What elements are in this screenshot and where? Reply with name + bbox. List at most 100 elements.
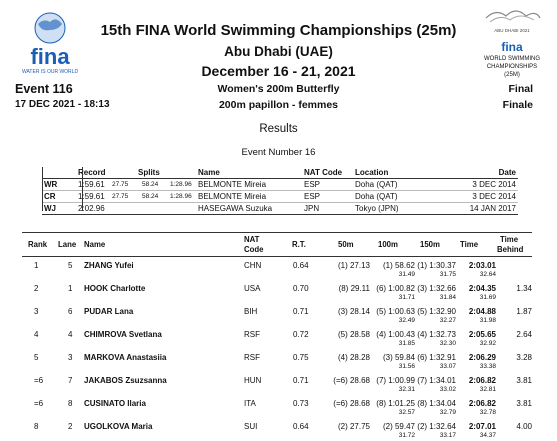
result-lane: 6 <box>68 307 73 316</box>
result-lane: 8 <box>68 399 73 408</box>
fina-tagline: WATER IS OUR WORLD <box>21 69 79 75</box>
result-lap-100: 32.31 <box>398 386 415 393</box>
logo-line-2: WORLD SWIMMING <box>484 56 540 62</box>
result-lap-200: 32.92 <box>479 340 496 347</box>
result-lap-100: 31.71 <box>398 294 415 301</box>
result-lap-150: 31.84 <box>439 294 456 301</box>
result-row: =6 8 CUSINATO Ilaria ITA 0.73 (=6) 28.68 (8) 1… <box>22 395 532 418</box>
result-lap-150: 33.07 <box>439 363 456 370</box>
result-split-50: (8) 29.11 <box>338 284 370 293</box>
event-name-en: Women's 200m Butterfly <box>217 83 340 95</box>
result-nat: HUN <box>244 376 262 385</box>
result-lap-200: 32.64 <box>479 271 496 278</box>
record-split-3: 1:28.96 <box>170 181 192 188</box>
result-split-50: (4) 28.28 <box>337 353 370 362</box>
result-row: 2 1 HOOK Charlotte USA 0.70 (8) 29.11 (6) 1:00… <box>22 280 532 303</box>
col-code: Code <box>244 245 264 254</box>
result-split-50: (2) 27.75 <box>337 422 370 431</box>
result-lap-200: 31.98 <box>479 317 496 324</box>
result-split-100: (2) 59.47 <box>382 422 415 431</box>
col-150m: 150m <box>420 240 440 249</box>
records-divider <box>82 167 83 211</box>
result-time: 2:03.01 <box>468 261 496 270</box>
record-row: WR 1:59.61 27.75 58.24 1:28.96 BELMONTE … <box>42 179 518 191</box>
result-rank: =6 <box>34 399 44 408</box>
result-nat: ITA <box>244 399 256 408</box>
result-nat: BIH <box>244 307 258 316</box>
record-name: BELMONTE Mireia <box>198 180 267 189</box>
records-table: Record Splits Name NAT Code Location Dat… <box>42 167 518 215</box>
result-rt: 0.64 <box>293 261 309 270</box>
result-rt: 0.71 <box>293 307 309 316</box>
championship-dates: December 16 - 21, 2021 <box>201 63 356 79</box>
result-row: 3 6 PUDAR Lana BIH 0.71 (3) 28.14 (5) 1:00.63(… <box>22 303 532 326</box>
result-name: MARKOVA Anastasiia <box>84 353 167 362</box>
result-rt: 0.71 <box>293 376 309 385</box>
col-name: Name <box>84 240 106 249</box>
record-time: 1:59.61 <box>78 180 105 189</box>
record-type: CR <box>44 192 56 201</box>
records-col-name: Name <box>198 168 220 177</box>
result-nat: RSF <box>244 330 260 339</box>
result-lap-150: 32.79 <box>439 409 456 416</box>
result-lap-200: 33.38 <box>479 363 496 370</box>
record-name: BELMONTE Mireia <box>198 192 267 201</box>
logo-line-3: CHAMPIONSHIPS <box>486 64 538 70</box>
result-split-50: (3) 28.14 <box>337 307 370 316</box>
result-split-150: (5) 1:32.90 <box>417 307 456 316</box>
result-split-100: (8) 1:01.25 <box>376 399 415 408</box>
result-rank: 5 <box>34 353 39 362</box>
record-row: CR 1:59.61 27.75 58.24 1:28.96 BELMONTE … <box>42 191 518 203</box>
result-time: 2:06.82 <box>468 399 496 408</box>
result-rt: 0.73 <box>293 399 309 408</box>
championship-location: Abu Dhabi (UAE) <box>224 44 333 59</box>
record-date: 14 JAN 2017 <box>469 204 516 213</box>
result-lap-100: 31.49 <box>398 271 415 278</box>
event-number-label: Event Number 16 <box>241 147 316 158</box>
result-rank: 4 <box>34 330 39 339</box>
results-header: Rank Lane Name NAT Code R.T. 50m 100m 15… <box>22 232 532 257</box>
result-split-150: (1) 1:30.37 <box>417 261 456 270</box>
result-split-100: (4) 1:00.43 <box>376 330 415 339</box>
result-lap-200: 34.37 <box>479 432 496 439</box>
event-datetime: 17 DEC 2021 - 18:13 <box>15 99 110 110</box>
fina-small-text: fina <box>501 40 523 54</box>
result-row: 1 5 ZHANG Yufei CHN 0.64 (1) 27.13 (1) 58.62 (1… <box>22 257 532 280</box>
result-nat: SUI <box>244 422 258 431</box>
results-heading: Results <box>259 123 298 135</box>
result-split-100: (6) 1:00.82 <box>376 284 415 293</box>
result-split-150: (4) 1:32.73 <box>417 330 456 339</box>
result-time: 2:06.82 <box>468 376 496 385</box>
records-left-border <box>42 167 43 211</box>
result-lap-150: 32.30 <box>439 340 456 347</box>
record-location: Tokyo (JPN) <box>355 204 399 213</box>
result-lane: 1 <box>68 284 73 293</box>
result-lap-150: 33.17 <box>439 432 456 439</box>
event-status-en: Final <box>508 83 533 95</box>
records-col-date: Date <box>498 168 516 177</box>
event-number: Event 116 <box>15 82 73 96</box>
col-100m: 100m <box>378 240 398 249</box>
records-col-nat: NAT Code <box>304 168 343 177</box>
result-nat: RSF <box>244 353 260 362</box>
result-lap-150: 31.75 <box>439 271 456 278</box>
result-time-behind: 3.81 <box>516 376 532 385</box>
col-rank: Rank <box>28 240 48 249</box>
record-split-1: 27.75 <box>112 193 129 200</box>
col-time-behind-1: Time <box>500 235 519 244</box>
result-lane: 3 <box>68 353 73 362</box>
col-nat: NAT <box>244 235 260 244</box>
record-date: 3 DEC 2014 <box>472 192 516 201</box>
record-time: 1:59.61 <box>78 192 105 201</box>
result-split-100: (3) 59.84 <box>382 353 415 362</box>
result-split-150: (3) 1:32.66 <box>417 284 456 293</box>
results-table: Rank Lane Name NAT Code R.T. 50m 100m 15… <box>22 232 532 441</box>
result-rank: =6 <box>34 376 44 385</box>
result-split-100: (1) 58.62 <box>382 261 415 270</box>
result-rt: 0.70 <box>293 284 309 293</box>
result-name: ZHANG Yufei <box>84 261 134 270</box>
record-split-2: 58.24 <box>142 181 159 188</box>
result-lane: 5 <box>68 261 73 270</box>
result-name: CUSINATO Ilaria <box>84 399 146 408</box>
col-50m: 50m <box>338 240 354 249</box>
